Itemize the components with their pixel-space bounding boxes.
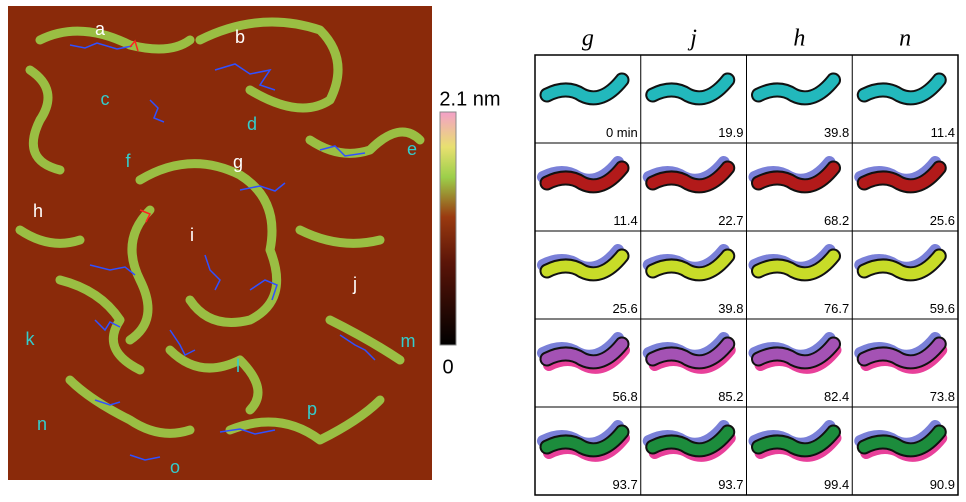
column-header: h: [793, 26, 805, 52]
image-label: g: [233, 152, 243, 172]
time-label: 25.6: [930, 213, 955, 228]
time-label: 19.9: [718, 125, 743, 140]
colorbar: 2.1 nm 0: [439, 88, 500, 378]
time-label: 11.4: [931, 125, 955, 140]
column-header: g: [582, 26, 594, 52]
image-label: p: [307, 399, 317, 419]
time-label: 90.9: [930, 477, 955, 492]
time-label: 11.4: [613, 213, 637, 228]
image-label: k: [26, 329, 36, 349]
colorbar-max: 2.1 nm: [439, 88, 500, 110]
colorbar-min: 0: [442, 356, 453, 378]
colorbar-scale: [440, 112, 456, 345]
time-label: 76.7: [824, 301, 849, 316]
time-label: 56.8: [612, 389, 637, 404]
time-label: 39.8: [718, 301, 743, 316]
image-label: a: [95, 19, 106, 39]
time-label: 93.7: [718, 477, 743, 492]
time-label: 82.4: [824, 389, 849, 404]
image-label: h: [33, 201, 43, 221]
time-label: 73.8: [930, 389, 955, 404]
image-label: m: [401, 331, 416, 351]
image-label: l: [236, 356, 240, 376]
time-label: 68.2: [824, 213, 849, 228]
time-label: 85.2: [718, 389, 743, 404]
time-label: 59.6: [930, 301, 955, 316]
image-label: j: [352, 274, 357, 294]
image-label: i: [190, 225, 194, 245]
column-header: n: [899, 26, 911, 52]
image-label: b: [235, 27, 245, 47]
figure: abcdefghijklmnop 2.1 nm 0 gjhn0 min19.93…: [0, 0, 966, 502]
time-label: 0 min: [606, 125, 638, 140]
time-label: 39.8: [824, 125, 849, 140]
column-header: j: [687, 26, 697, 52]
time-label: 25.6: [612, 301, 637, 316]
image-label: e: [407, 139, 417, 159]
time-lapse-panel: g j h n 0 min 19.9 39.8 11.4 11.4 22.7 68.2 25.6 25.…: [535, 26, 958, 496]
time-label: 22.7: [718, 213, 743, 228]
time-label: 93.7: [612, 477, 637, 492]
image-label: c: [101, 89, 110, 109]
image-label: d: [247, 114, 257, 134]
time-label: 99.4: [824, 477, 849, 492]
image-label: o: [170, 457, 180, 477]
image-label: n: [37, 414, 47, 434]
